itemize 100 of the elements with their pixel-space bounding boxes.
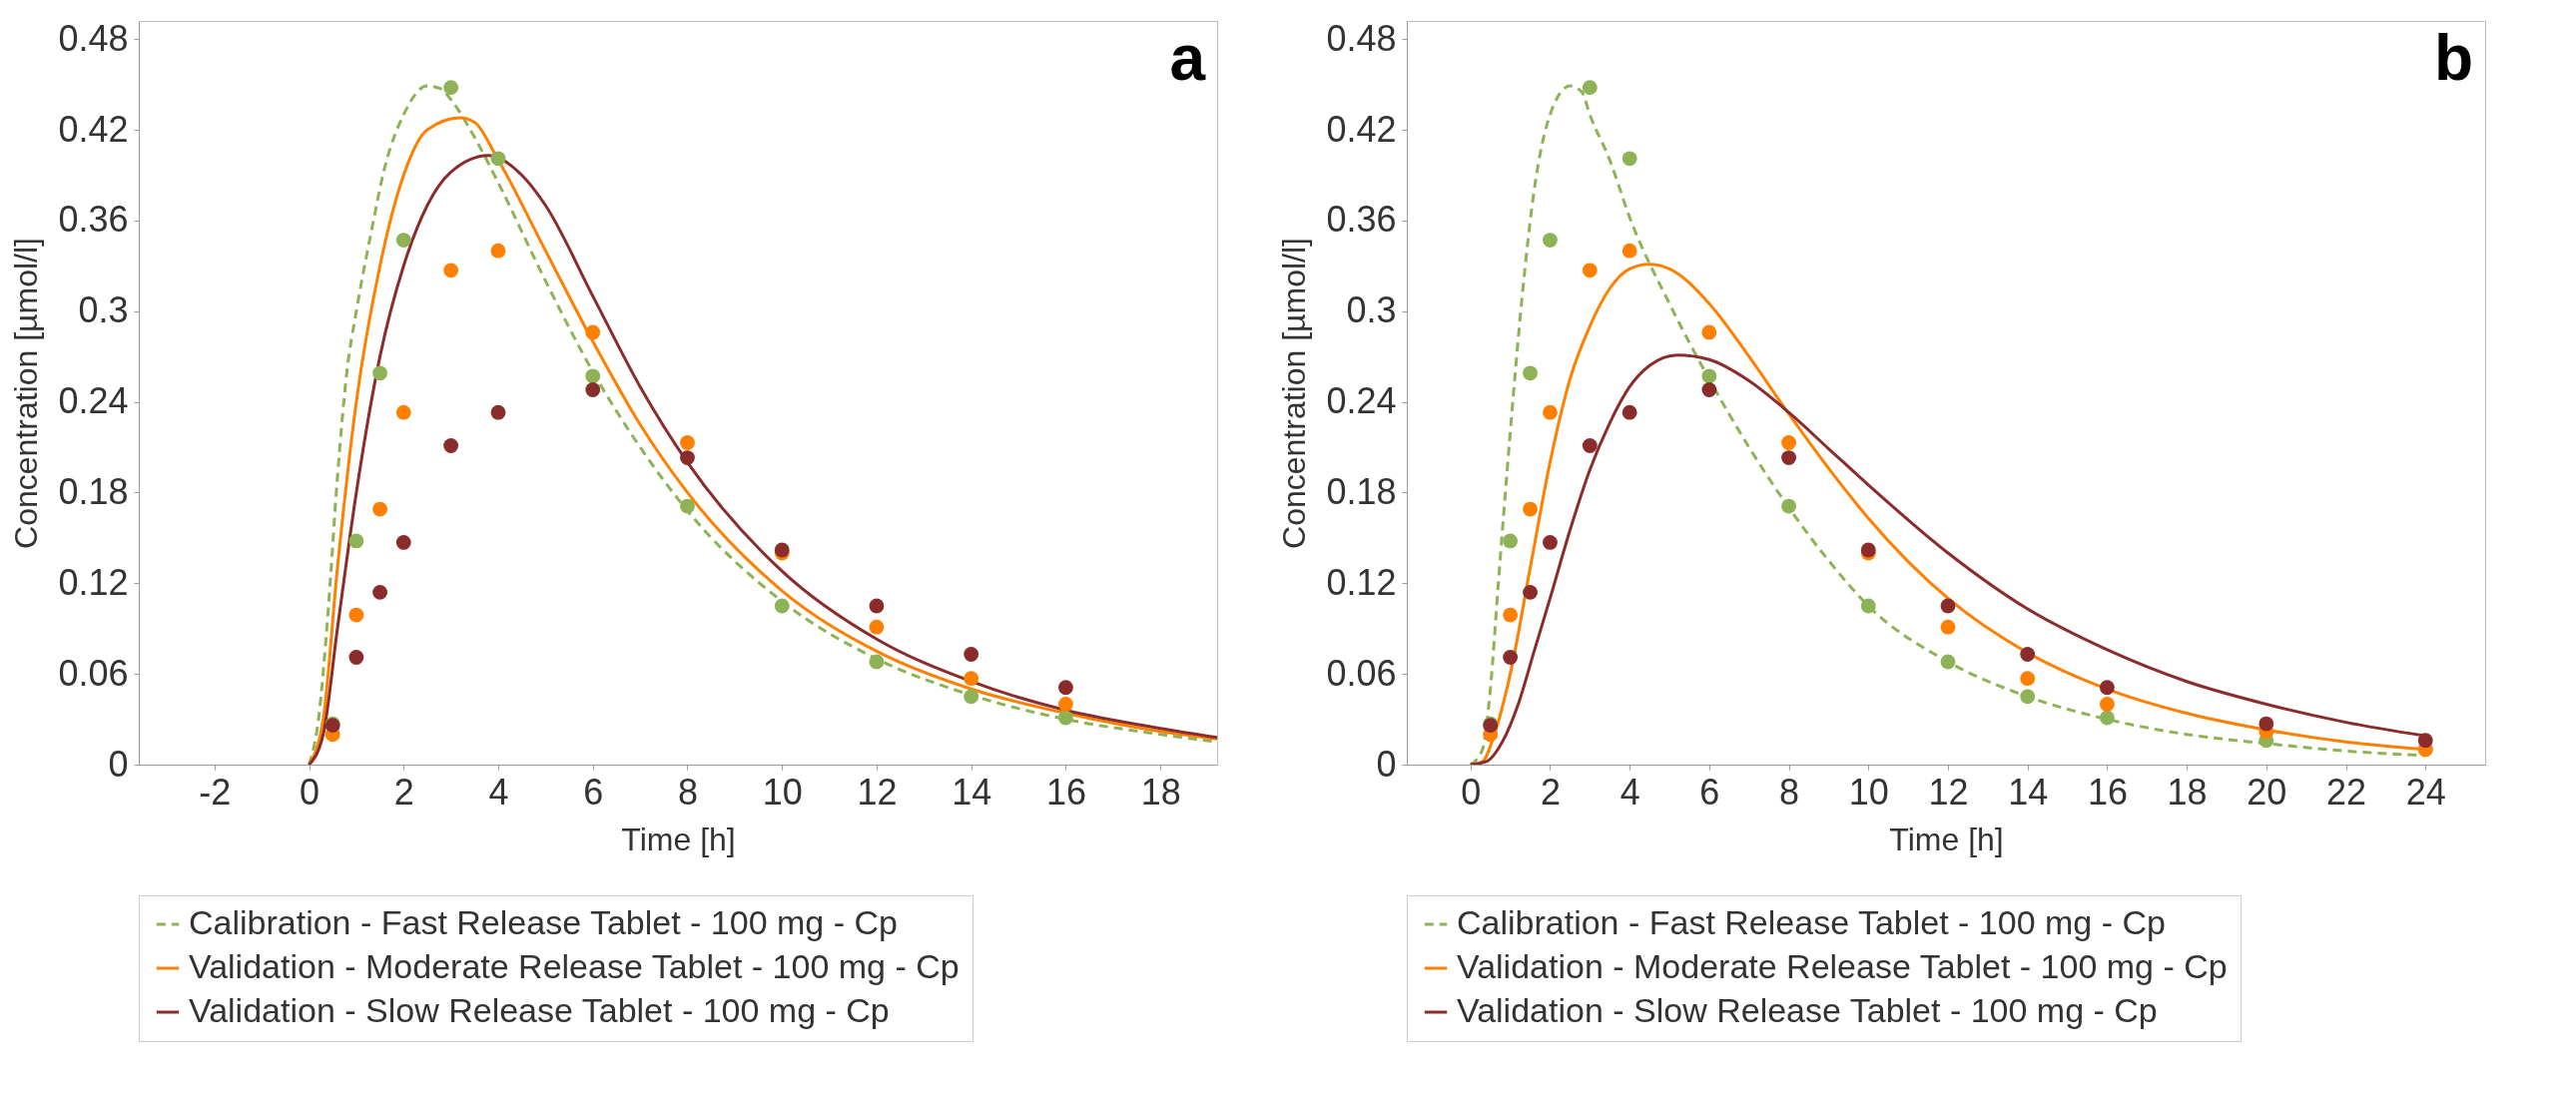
point <box>1940 619 1956 635</box>
point <box>1543 404 1558 420</box>
y-tick-label: 0.18 <box>1326 470 1397 512</box>
point <box>1503 650 1519 665</box>
legend-label: Validation - Slow Release Tablet - 100 mg - Cp <box>189 991 890 1029</box>
point <box>1582 438 1598 453</box>
y-tick-label: 0.48 <box>58 17 129 59</box>
point <box>585 382 601 397</box>
x-tick-label: 8 <box>677 771 698 813</box>
y-tick-label: 0.3 <box>1346 289 1397 331</box>
point <box>395 404 411 420</box>
x-tick-label: 0 <box>1461 771 1482 813</box>
y-tick-label: 0.24 <box>58 380 129 422</box>
point <box>1940 654 1956 670</box>
point <box>372 501 387 517</box>
x-tick-label: 16 <box>1045 771 1086 813</box>
point <box>680 498 695 514</box>
point <box>1058 710 1073 726</box>
x-tick-label: 4 <box>488 771 509 813</box>
y-tick-label: 0.36 <box>58 199 129 241</box>
y-tick-label: 0.24 <box>1326 380 1397 422</box>
x-axis-title: Time [h] <box>621 821 736 857</box>
point <box>1523 501 1538 517</box>
point <box>2099 697 2115 712</box>
point <box>1582 263 1598 278</box>
y-tick-label: 0 <box>108 743 129 785</box>
x-tick-label: 14 <box>952 771 992 813</box>
x-tick-label: 18 <box>1140 771 1181 813</box>
x-tick-label: 10 <box>1848 771 1889 813</box>
point <box>490 404 506 420</box>
x-tick-label: 2 <box>1540 771 1561 813</box>
y-tick-label: 0.48 <box>1326 17 1397 59</box>
annotation: a <box>1169 22 1206 94</box>
point <box>348 650 364 665</box>
x-axis-title: Time [h] <box>1889 821 2004 857</box>
point <box>774 598 790 614</box>
y-tick-label: 0.36 <box>1326 199 1397 241</box>
y-tick-label: 0.06 <box>1326 652 1397 694</box>
point <box>1781 498 1796 514</box>
point <box>1701 382 1717 397</box>
point <box>964 671 979 687</box>
x-tick-label: 24 <box>2405 771 2446 813</box>
point <box>2099 680 2115 696</box>
y-axis-title: Concentration [µmol/l] <box>1276 238 1313 549</box>
x-tick-label: 20 <box>2247 771 2287 813</box>
point <box>869 654 885 670</box>
x-tick-label: -2 <box>199 771 232 813</box>
x-tick-label: 16 <box>2087 771 2128 813</box>
point <box>1523 365 1538 381</box>
point <box>395 535 411 550</box>
point <box>2020 671 2036 687</box>
x-tick-label: 4 <box>1619 771 1640 813</box>
point <box>680 450 695 466</box>
point <box>2258 716 2274 732</box>
legend-label: Validation - Moderate Release Tablet - 100 mg - Cp <box>1457 947 2228 985</box>
x-tick-label: 10 <box>762 771 803 813</box>
x-tick-label: 14 <box>2008 771 2049 813</box>
point <box>1582 80 1598 96</box>
legend-label: Calibration - Fast Release Tablet - 100 mg - Cp <box>1457 903 2166 941</box>
x-tick-label: 6 <box>583 771 604 813</box>
point <box>1543 233 1558 248</box>
point <box>2020 689 2036 705</box>
x-tick-label: 0 <box>300 771 321 813</box>
point <box>1503 533 1519 549</box>
point <box>1940 598 1956 614</box>
point <box>964 647 979 662</box>
y-tick-label: 0.3 <box>78 289 129 331</box>
y-tick-label: 0.12 <box>58 561 129 603</box>
point <box>680 435 695 450</box>
point <box>443 438 459 453</box>
point <box>1523 584 1538 600</box>
x-tick-label: 8 <box>1779 771 1800 813</box>
point <box>490 151 506 167</box>
point <box>1860 598 1876 614</box>
point <box>1543 535 1558 550</box>
point <box>1621 151 1637 167</box>
point <box>964 689 979 705</box>
point <box>372 584 387 600</box>
y-axis-title: Concentration [µmol/l] <box>8 238 45 549</box>
point <box>348 607 364 623</box>
y-tick-label: 0 <box>1376 743 1397 785</box>
point <box>348 533 364 549</box>
point <box>1701 324 1717 340</box>
x-tick-label: 18 <box>2167 771 2208 813</box>
point <box>1621 243 1637 259</box>
y-tick-label: 0.42 <box>1326 108 1397 150</box>
x-tick-label: 12 <box>857 771 898 813</box>
point <box>372 365 387 381</box>
point <box>869 598 885 614</box>
x-tick-label: 12 <box>1928 771 1969 813</box>
point <box>443 263 459 278</box>
point <box>1503 607 1519 623</box>
legend-label: Validation - Moderate Release Tablet - 100 mg - Cp <box>189 947 960 985</box>
y-tick-label: 0.18 <box>58 470 129 512</box>
point <box>1701 368 1717 384</box>
x-tick-label: 22 <box>2325 771 2367 813</box>
point <box>1621 404 1637 420</box>
legend-label: Validation - Slow Release Tablet - 100 mg - Cp <box>1457 991 2158 1029</box>
point <box>585 368 601 384</box>
point <box>585 324 601 340</box>
